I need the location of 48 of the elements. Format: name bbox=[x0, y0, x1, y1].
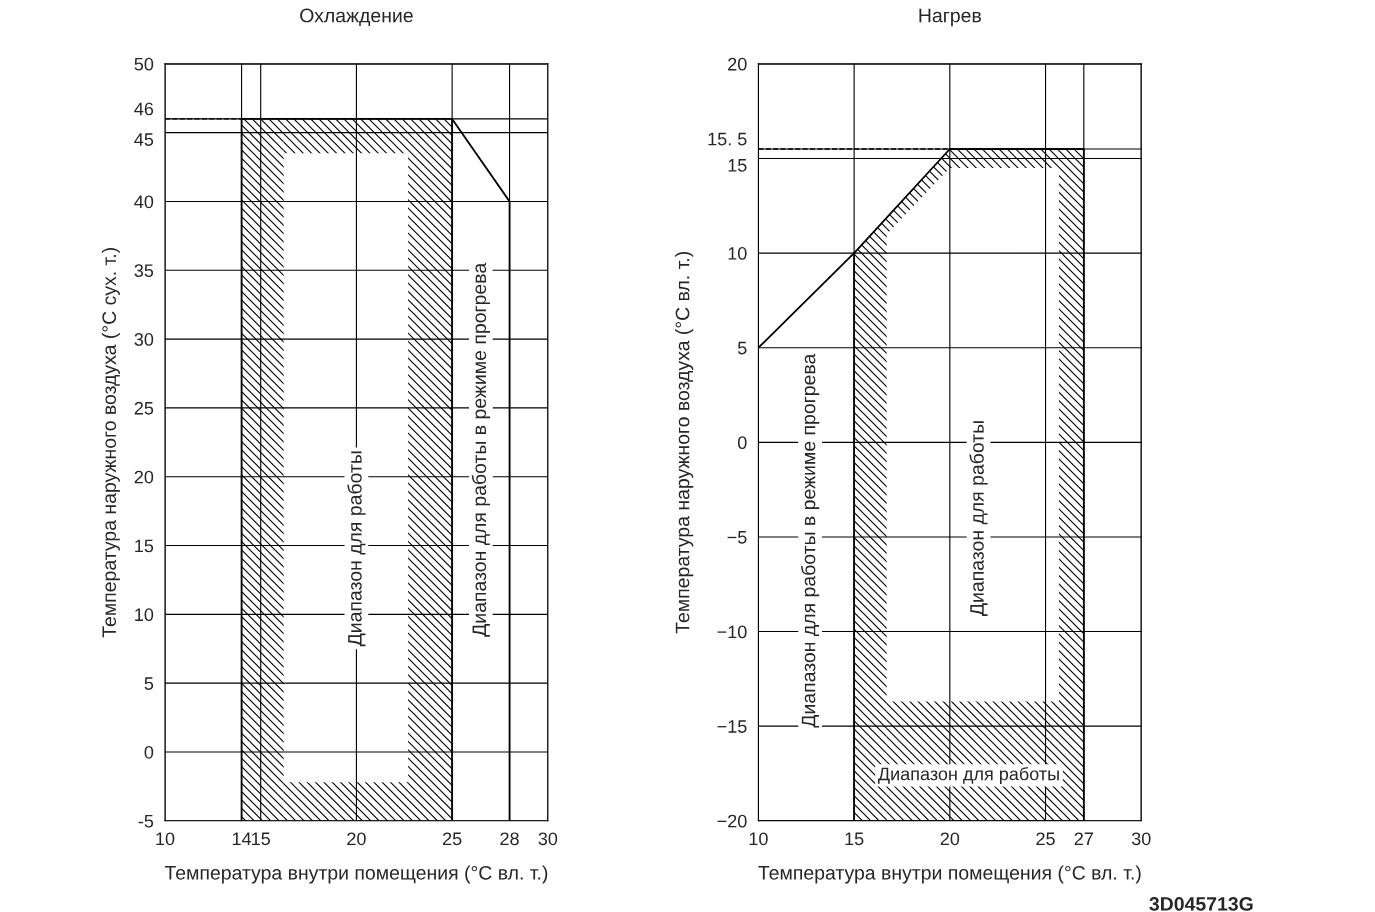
y-tick-label: 45 bbox=[134, 133, 154, 146]
x-tick-label: 10 bbox=[156, 832, 175, 846]
x-axis-title: Температура внутри помещения (°C вл. т.) bbox=[164, 865, 548, 884]
y-tick-label: 15 bbox=[135, 539, 154, 553]
y-tick-label: −5 bbox=[727, 531, 747, 544]
x-tick-label: 30 bbox=[538, 832, 558, 846]
y-tick-label: 15 bbox=[728, 159, 747, 172]
y-tick-label: −15 bbox=[717, 720, 747, 733]
annotation: Диапазон для работы bbox=[347, 451, 366, 647]
x-tick-label: 27 bbox=[1074, 832, 1093, 845]
x-tick-label: 25 bbox=[1036, 832, 1055, 846]
chart-title: Нагрев bbox=[919, 8, 981, 27]
y-tick-label: 46 bbox=[134, 102, 154, 116]
x-tick-label: 20 bbox=[940, 832, 960, 846]
x-tick-label: 10 bbox=[749, 832, 768, 846]
annotation: Диапазон для работы bbox=[877, 766, 1059, 784]
y-tick-label: 35 bbox=[134, 264, 154, 277]
y-tick-label: 40 bbox=[134, 195, 154, 209]
annotation: Диапазон для работы bbox=[969, 421, 988, 616]
y-tick-label: 5 bbox=[144, 677, 154, 690]
y-tick-label: 50 bbox=[134, 57, 154, 71]
x-tick-label: 15 bbox=[252, 832, 270, 846]
x-tick-label: 14 bbox=[232, 832, 252, 845]
y-tick-label: 0 bbox=[144, 745, 154, 759]
x-tick-label: 15 bbox=[845, 832, 864, 846]
y-tick-label: 0 bbox=[737, 436, 747, 450]
x-tick-label: 25 bbox=[443, 832, 462, 846]
y-tick-label: 30 bbox=[134, 333, 154, 346]
y-tick-label: 20 bbox=[728, 57, 747, 71]
chart-title: Охлаждение bbox=[300, 8, 413, 27]
y-tick-label: 15. 5 bbox=[708, 132, 747, 146]
text: 3D045713G bbox=[1149, 897, 1253, 911]
y-tick-label: 5 bbox=[737, 341, 747, 355]
x-tick-label: 20 bbox=[347, 832, 366, 846]
y-tick-label: −10 bbox=[717, 625, 747, 639]
y-tick-label: -5 bbox=[138, 814, 154, 828]
y-axis-title: Температура наружного воздуха (°C сух. т.) bbox=[101, 248, 120, 638]
y-axis-title: Температура наружного воздуха (°C вл. т.) bbox=[675, 252, 694, 634]
x-axis-title: Температура внутри помещения (°C вл. т.) bbox=[758, 865, 1141, 884]
y-tick-label: 25 bbox=[134, 401, 154, 415]
y-tick-label: 10 bbox=[728, 247, 747, 260]
annotation: Диапазон для работы в режиме прогрева bbox=[471, 262, 490, 637]
annotation: Диапазон для работы в режиме прогрева bbox=[800, 353, 820, 728]
x-tick-label: 28 bbox=[500, 832, 519, 846]
y-tick-label: −20 bbox=[717, 814, 747, 828]
x-tick-label: 30 bbox=[1131, 832, 1151, 846]
y-tick-label: 10 bbox=[135, 608, 154, 622]
y-tick-label: 20 bbox=[134, 470, 154, 484]
